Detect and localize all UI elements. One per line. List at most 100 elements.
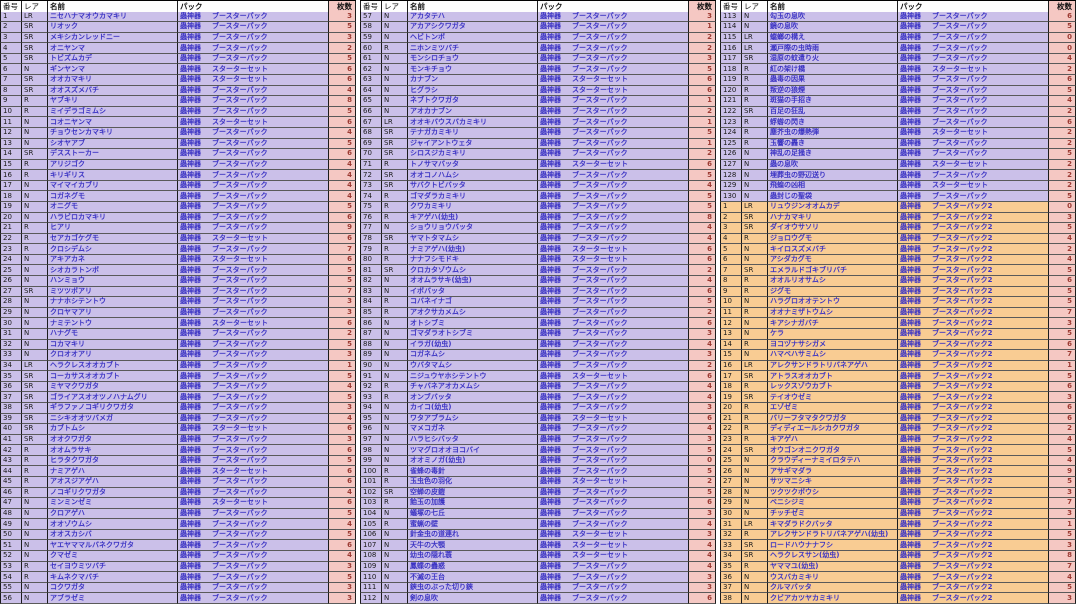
cell-name[interactable]: ハナグモ [48,328,178,340]
cell-count[interactable]: 3 [689,11,716,23]
cell-name[interactable]: ギンヤンマ [48,64,178,76]
cell-count[interactable]: 0 [1049,201,1076,213]
cell-pack[interactable]: 蟲神器 ブースターパック [538,233,689,245]
cell-rarity[interactable]: LR [742,32,768,44]
cell-rarity[interactable]: SR [22,32,48,44]
cell-name[interactable]: アレクサンドラトリバネアゲハ [768,360,898,372]
cell-pack[interactable]: 蟲神器 ブースターパック [538,434,689,446]
cell-count[interactable]: 4 [329,159,356,171]
cell-pack[interactable]: 蟲神器 ブースターパック2 [898,402,1049,414]
cell-number[interactable]: 105 [360,519,382,530]
cell-name[interactable]: カナブン [408,75,538,86]
cell-count[interactable]: 6 [329,233,356,245]
cell-pack[interactable]: 蟲神器 ブースターパック [178,223,329,234]
cell-number[interactable]: 20 [720,402,742,414]
cell-count[interactable]: 3 [329,307,356,319]
cell-pack[interactable]: 蟲神器 スターターセット [178,64,329,76]
cell-pack[interactable]: 蟲神器 ブースターパック2 [898,328,1049,340]
cell-count[interactable]: 6 [329,424,356,435]
cell-name[interactable]: セイヨウミツバチ [48,561,178,573]
cell-pack[interactable]: 蟲神器 ブースターパック [538,582,689,594]
cell-rarity[interactable]: R [22,233,48,245]
cell-rarity[interactable]: N [22,138,48,150]
cell-rarity[interactable]: R [742,529,768,541]
cell-pack[interactable]: 蟲神器 ブースターパック2 [898,339,1049,351]
cell-rarity[interactable]: R [382,466,408,478]
cell-rarity[interactable]: N [22,582,48,594]
cell-rarity[interactable]: SR [382,233,408,245]
cell-number[interactable]: 11 [720,307,742,319]
cell-name[interactable]: クマゼミ [48,551,178,562]
cell-pack[interactable]: 蟲神器 ブースターパック [898,106,1049,118]
cell-pack[interactable]: 蟲神器 ブースターパック [178,529,329,541]
cell-name[interactable]: ギラファノコギリクワガタ [48,402,178,414]
cell-pack[interactable]: 蟲神器 ブースターパック [178,360,329,372]
cell-count[interactable]: 3 [689,529,716,541]
cell-name[interactable]: ハマベハサミムシ [768,350,898,361]
cell-number[interactable]: 26 [0,276,22,287]
cell-count[interactable]: 2 [1049,138,1076,150]
cell-rarity[interactable]: R [22,477,48,488]
cell-pack[interactable]: 蟲神器 ブースターパック [898,85,1049,97]
cell-count[interactable]: 3 [689,350,716,361]
cell-name[interactable]: ナミアゲハ(幼虫) [408,244,538,255]
cell-rarity[interactable]: N [382,286,408,298]
cell-number[interactable]: 37 [720,582,742,594]
cell-count[interactable]: 6 [689,75,716,86]
cell-count[interactable]: 6 [329,445,356,456]
cell-pack[interactable]: 蟲神器 ブースターパック [898,53,1049,65]
cell-pack[interactable]: 蟲神器 ブースターパック [538,307,689,319]
cell-pack[interactable]: 蟲神器 スターターセット [538,529,689,541]
cell-name[interactable]: 針金虫の道連れ [408,529,538,541]
cell-pack[interactable]: 蟲神器 ブースターパック [538,350,689,361]
cell-rarity[interactable]: R [742,434,768,446]
cell-name[interactable]: 斑猫の手招き [768,96,898,107]
cell-pack[interactable]: 蟲神器 ブースターパック2 [898,455,1049,467]
cell-count[interactable]: 7 [329,286,356,298]
cell-pack[interactable]: 蟲神器 ブースターパック [178,477,329,488]
cell-pack[interactable]: 蟲神器 ブースターパック2 [898,413,1049,425]
cell-name[interactable]: 紅の架け橋 [768,64,898,76]
cell-name[interactable]: ノコギリクワガタ [48,487,178,499]
cell-name[interactable]: ナミアゲハ [48,466,178,478]
cell-rarity[interactable]: N [382,360,408,372]
cell-number[interactable]: 72 [360,170,382,181]
cell-pack[interactable]: 蟲神器 ブースターパック2 [898,381,1049,393]
cell-name[interactable]: ハンミョウ [48,276,178,287]
cell-number[interactable]: 2 [0,22,22,33]
cell-count[interactable]: 2 [1049,64,1076,76]
cell-pack[interactable]: 蟲神器 ブースターパック [538,339,689,351]
cell-rarity[interactable]: N [742,487,768,499]
cell-rarity[interactable]: R [22,159,48,171]
cell-count[interactable]: 4 [329,127,356,139]
cell-count[interactable]: 5 [1049,477,1076,488]
cell-count[interactable]: 8 [329,96,356,107]
cell-pack[interactable]: 蟲神器 ブースターパック [538,22,689,33]
cell-name[interactable]: クロオオアリ [48,350,178,361]
cell-count[interactable]: 4 [689,561,716,573]
cell-number[interactable]: 19 [0,201,22,213]
cell-name[interactable]: メキシカンレッドニー [48,32,178,44]
cell-count[interactable]: 2 [689,149,716,160]
cell-number[interactable]: 98 [360,445,382,456]
cell-rarity[interactable]: SR [742,392,768,403]
cell-count[interactable]: 7 [1049,350,1076,361]
cell-name[interactable]: ウスバカミキリ [768,572,898,583]
cell-count[interactable]: 5 [1049,297,1076,308]
cell-count[interactable]: 6 [689,498,716,509]
cell-rarity[interactable]: N [382,11,408,23]
cell-pack[interactable]: 蟲神器 ブースターパック [538,593,689,604]
cell-number[interactable]: 86 [360,318,382,329]
cell-name[interactable]: 瀬戸際の虫時雨 [768,43,898,54]
cell-name[interactable]: モンキチョウ [408,64,538,76]
cell-name[interactable]: 神乱の足掻き [768,149,898,160]
cell-count[interactable]: 3 [1049,212,1076,224]
cell-name[interactable]: テイオウゼミ [768,392,898,403]
cell-rarity[interactable]: N [22,191,48,202]
cell-pack[interactable]: 蟲神器 ブースターパック [178,519,329,530]
cell-number[interactable]: 48 [0,508,22,520]
cell-name[interactable]: トビズムカデ [48,53,178,65]
cell-rarity[interactable]: N [742,455,768,467]
cell-number[interactable]: 3 [720,223,742,234]
cell-name[interactable]: ネブトクワガタ [408,96,538,107]
